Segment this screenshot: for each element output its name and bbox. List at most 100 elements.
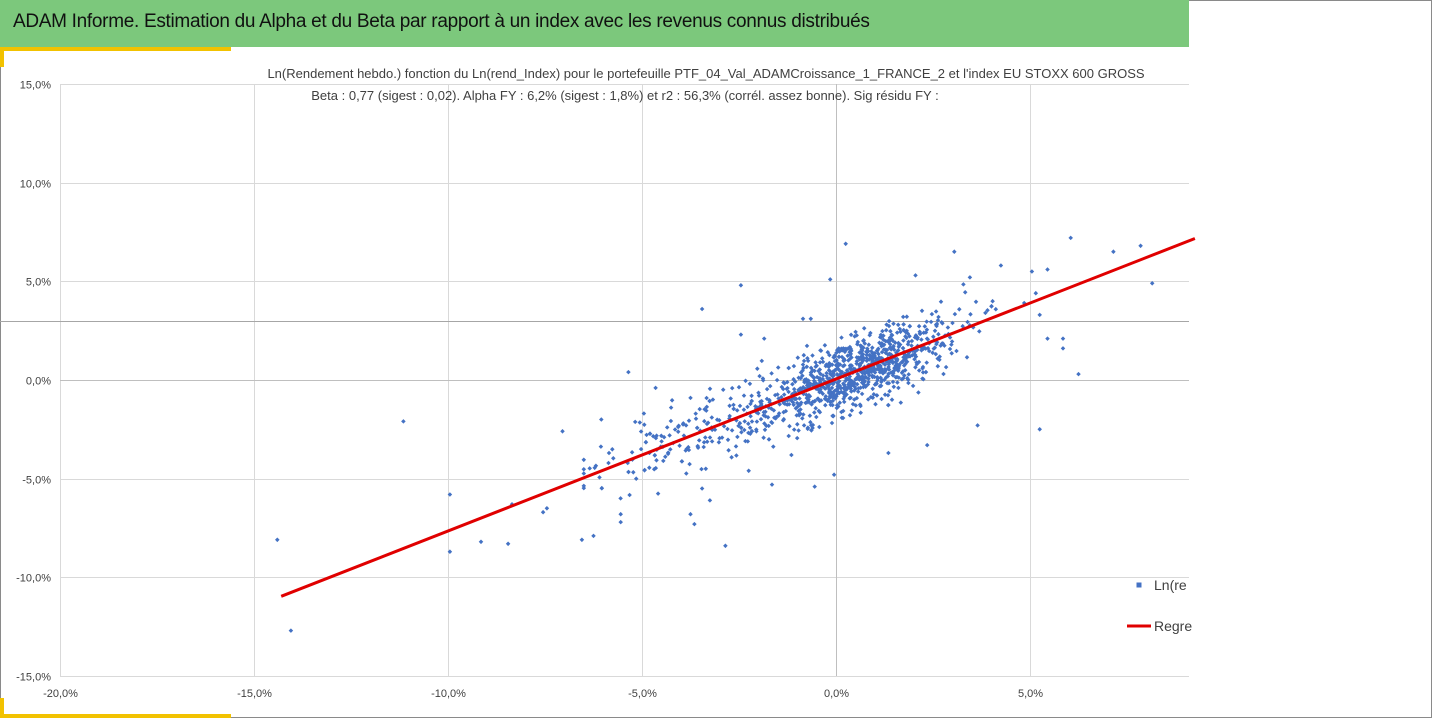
data-point <box>933 309 939 314</box>
data-point <box>775 365 781 370</box>
data-point <box>766 437 772 442</box>
data-point <box>845 346 851 351</box>
data-point <box>857 350 863 355</box>
data-point <box>598 444 604 449</box>
data-point <box>864 349 869 355</box>
data-point <box>934 321 940 327</box>
data-point <box>830 381 836 387</box>
data-point <box>775 392 780 397</box>
data-point <box>581 467 587 472</box>
data-point <box>836 346 841 351</box>
data-point <box>618 511 623 517</box>
data-point <box>704 439 710 444</box>
data-point <box>935 318 941 323</box>
data-point <box>854 361 859 366</box>
data-point <box>854 395 860 401</box>
data-point <box>741 407 747 412</box>
data-point <box>748 413 753 419</box>
data-point <box>842 387 848 392</box>
data-point <box>652 453 658 458</box>
data-point <box>852 334 857 339</box>
data-point <box>738 425 744 431</box>
data-point <box>704 408 709 413</box>
data-point <box>887 388 892 394</box>
data-point <box>540 509 546 515</box>
data-point <box>688 395 693 401</box>
data-point <box>813 405 818 411</box>
axis-tick-labels: -15,0% -10,0% -5,0% 0,0% 5,0% 10,0% 15,0% -20,0… <box>16 80 1043 701</box>
x-tick-label: -5,0% <box>628 688 657 700</box>
data-point <box>796 428 801 433</box>
data-point <box>864 352 870 358</box>
data-point <box>1045 267 1050 272</box>
legend-label-points: Ln(re <box>1154 577 1187 593</box>
data-point <box>776 411 782 416</box>
data-point <box>805 356 810 361</box>
data-point <box>890 360 896 366</box>
data-point <box>874 393 880 398</box>
data-point <box>804 364 810 370</box>
data-point <box>808 381 813 387</box>
data-point <box>924 442 930 448</box>
data-point <box>709 415 715 420</box>
data-point <box>873 401 878 407</box>
data-point <box>842 349 848 355</box>
data-point <box>829 394 834 399</box>
data-point <box>808 419 813 425</box>
data-point <box>769 371 774 376</box>
data-point <box>872 350 878 356</box>
data-point <box>1037 312 1042 318</box>
data-point <box>901 322 906 327</box>
data-point <box>677 443 682 448</box>
data-point <box>938 299 944 304</box>
data-point <box>664 425 670 430</box>
regression-line <box>280 237 1196 598</box>
data-point <box>734 453 739 458</box>
data-point <box>856 375 862 381</box>
data-point <box>832 368 837 374</box>
data-point <box>894 358 900 363</box>
data-point <box>837 390 842 396</box>
data-point <box>781 380 786 385</box>
data-point <box>581 457 587 463</box>
data-point <box>737 403 743 409</box>
data-point <box>901 327 906 333</box>
data-points <box>275 235 1155 633</box>
data-point <box>591 533 596 539</box>
data-point <box>804 395 810 401</box>
data-point <box>728 396 733 401</box>
data-point <box>847 377 853 383</box>
data-point <box>894 330 900 335</box>
data-point <box>401 419 406 424</box>
data-point <box>904 335 909 341</box>
data-point <box>801 358 807 364</box>
data-point <box>777 402 782 407</box>
data-point <box>738 283 744 288</box>
data-point <box>643 439 649 445</box>
data-point <box>841 399 847 405</box>
data-point <box>873 356 878 361</box>
data-point <box>939 320 944 325</box>
data-point <box>869 357 875 363</box>
data-point <box>745 404 750 410</box>
data-point <box>847 356 853 361</box>
data-point <box>761 435 766 440</box>
data-point <box>925 345 931 351</box>
data-point <box>891 321 896 326</box>
data-point <box>877 383 883 389</box>
data-point <box>642 422 647 427</box>
data-point <box>914 360 919 365</box>
data-point <box>886 450 891 456</box>
data-point <box>669 398 675 403</box>
data-point <box>827 277 833 282</box>
data-point <box>836 379 842 384</box>
data-point <box>840 408 846 414</box>
data-point <box>837 362 843 367</box>
data-point <box>924 319 929 324</box>
data-point <box>693 416 699 421</box>
data-point <box>916 368 922 373</box>
data-point <box>947 346 953 352</box>
data-point <box>834 394 839 399</box>
